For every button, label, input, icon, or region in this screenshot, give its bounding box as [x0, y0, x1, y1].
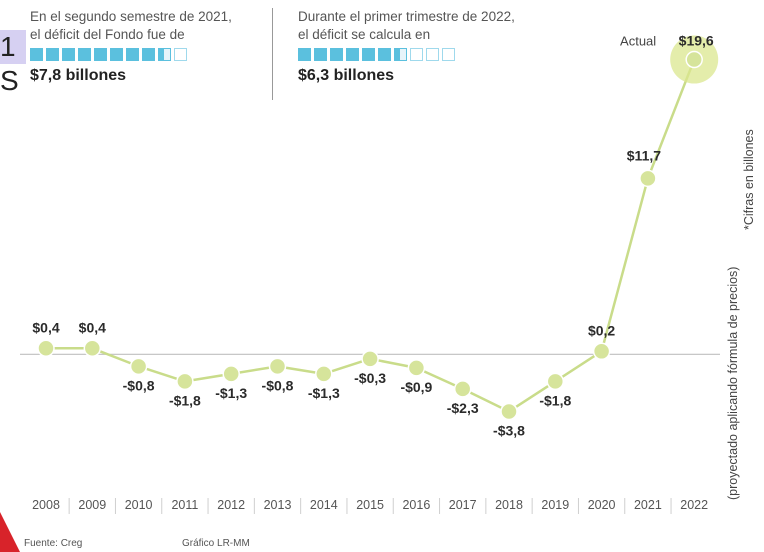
- note-right-line2: el déficit se calcula en: [298, 27, 431, 42]
- indicator-square: [378, 48, 391, 61]
- x-tick-2013: 2013: [264, 498, 292, 512]
- indicator-square: [142, 48, 155, 61]
- note-left-line2: el déficit del Fondo fue de: [30, 27, 185, 42]
- note-right-value: $6,3 billones: [298, 67, 395, 84]
- credit-label: Gráfico LR-MM: [182, 538, 250, 549]
- x-tick-2008: 2008: [32, 498, 60, 512]
- data-label-2017: -$2,3: [447, 400, 479, 416]
- note-right: Durante el primer trimestre de 2022, el …: [298, 8, 568, 85]
- indicator-square: [410, 48, 423, 61]
- data-label-2012: -$1,3: [215, 385, 247, 401]
- data-label-2021: $11,7: [627, 147, 661, 163]
- data-point-2011: [176, 372, 194, 391]
- x-tick-2019: 2019: [541, 498, 569, 512]
- x-tick-2016: 2016: [402, 498, 430, 512]
- data-point-2019: [546, 372, 565, 391]
- indicator-square: [94, 48, 107, 61]
- data-label-2010: -$0,8: [123, 377, 155, 393]
- data-point-2010: [129, 357, 148, 376]
- data-point-2008: [37, 339, 55, 358]
- x-tick-2012: 2012: [217, 498, 245, 512]
- note-left: En el segundo semestre de 2021, el défic…: [30, 8, 270, 85]
- x-tick-2014: 2014: [310, 498, 338, 512]
- data-point-2020: [592, 342, 611, 361]
- x-tick-2009: 2009: [78, 498, 106, 512]
- data-label-2022: $19,6: [679, 33, 714, 49]
- indicator-square: [30, 48, 43, 61]
- note-left-line1: En el segundo semestre de 2021,: [30, 9, 232, 24]
- note-right-line1: Durante el primer trimestre de 2022,: [298, 9, 515, 24]
- indicator-square: [298, 48, 311, 61]
- annotation-actual: Actual: [620, 34, 656, 49]
- note-divider: [272, 8, 273, 100]
- x-tick-2020: 2020: [588, 498, 616, 512]
- data-point-2009: [83, 339, 102, 358]
- x-tick-2017: 2017: [449, 498, 477, 512]
- indicator-square: [174, 48, 187, 61]
- data-label-2015: -$0,3: [354, 370, 386, 386]
- indicator-square: [78, 48, 91, 61]
- side-notes: (proyectado aplicando fórmula de precios…: [718, 80, 764, 520]
- data-label-2019: -$1,8: [539, 392, 571, 408]
- note-left-value: $7,8 billones: [30, 67, 127, 84]
- side-note-right: *Cifras en billones: [742, 129, 756, 230]
- data-point-2013: [268, 357, 287, 376]
- indicator-square: [346, 48, 359, 61]
- data-label-2011: -$1,8: [169, 392, 201, 408]
- source-label: Fuente: Creg: [24, 538, 83, 549]
- indicator-square: [394, 48, 407, 61]
- note-right-squares: [298, 48, 568, 61]
- data-label-2008: $0,4: [32, 319, 59, 335]
- indicator-square: [62, 48, 75, 61]
- data-label-2013: -$0,8: [262, 377, 294, 393]
- data-point-2022: [685, 50, 703, 69]
- x-tick-2022: 2022: [680, 498, 708, 512]
- x-tick-2010: 2010: [125, 498, 153, 512]
- data-point-2017: [453, 380, 472, 398]
- data-label-2014: -$1,3: [308, 385, 340, 401]
- indicator-square: [362, 48, 375, 61]
- data-label-2009: $0,4: [79, 319, 106, 335]
- indicator-square: [110, 48, 123, 61]
- indicator-square: [126, 48, 139, 61]
- indicator-square: [158, 48, 171, 61]
- x-tick-2018: 2018: [495, 498, 523, 512]
- x-tick-2015: 2015: [356, 498, 384, 512]
- data-label-2020: $0,2: [588, 322, 615, 338]
- indicator-square: [330, 48, 343, 61]
- data-point-2015: [361, 350, 379, 368]
- data-point-2014: [315, 365, 333, 383]
- indicator-square: [46, 48, 59, 61]
- partial-title: 1 S: [0, 30, 26, 96]
- indicator-square: [314, 48, 327, 61]
- x-tick-2011: 2011: [171, 498, 198, 512]
- corner-mark: [0, 512, 20, 552]
- data-point-2012: [222, 365, 240, 383]
- indicator-square: [426, 48, 439, 61]
- data-point-2016: [407, 359, 426, 377]
- data-point-2021: [639, 169, 657, 188]
- data-label-2016: -$0,9: [400, 379, 432, 395]
- side-note-left: (proyectado aplicando fórmula de precios…: [726, 266, 740, 500]
- indicator-square: [442, 48, 455, 61]
- note-left-squares: [30, 48, 270, 61]
- data-label-2018: -$3,8: [493, 422, 525, 438]
- data-point-2018: [500, 402, 518, 421]
- x-tick-2021: 2021: [634, 498, 662, 512]
